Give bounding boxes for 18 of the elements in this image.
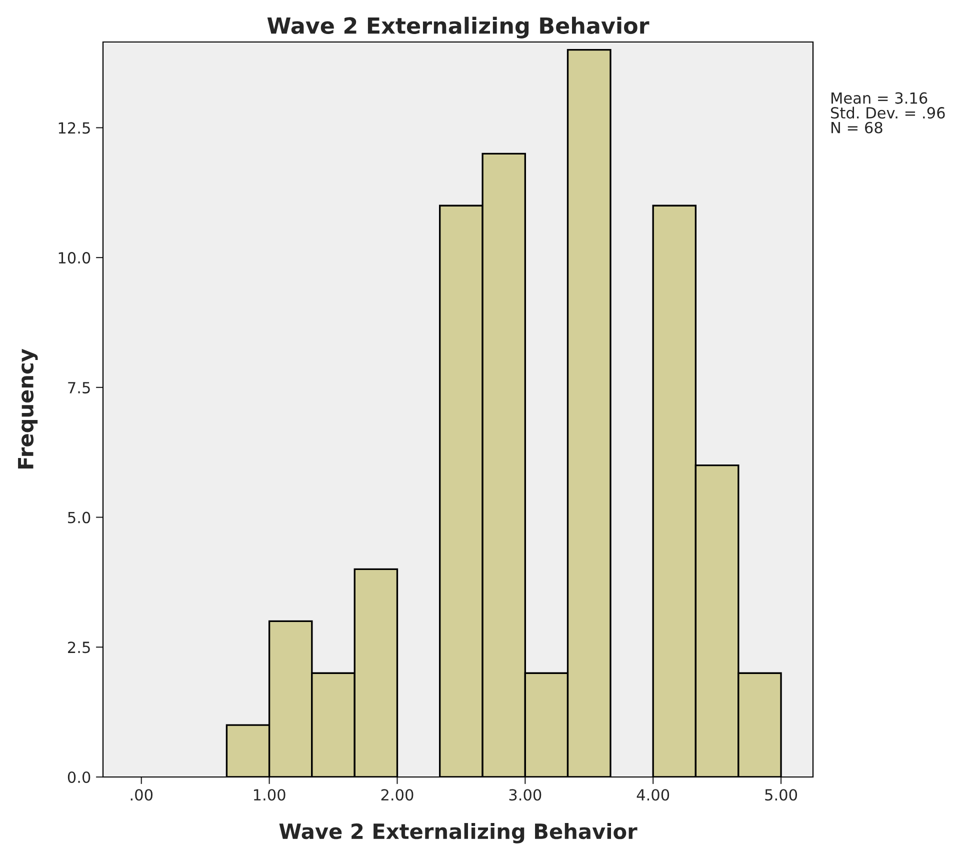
y-tick-label: 5.0 [68, 512, 90, 524]
text: Std. Dev. = .96 [831, 106, 945, 119]
x-tick-label: 4.00 [636, 789, 670, 801]
y-tick-label: 12.5 [58, 122, 90, 134]
y-axis-title: Frequency [18, 348, 38, 469]
x-tick-label: 5.00 [765, 789, 798, 801]
y-tick-label: 7.5 [68, 382, 90, 394]
y-tick-label: 2.5 [68, 642, 90, 654]
x-tick-label: 2.00 [381, 789, 414, 801]
y-tick-label: 10.0 [58, 252, 90, 264]
x-tick-label: 3.00 [509, 789, 542, 801]
text: Mean = 3.16 [832, 92, 928, 104]
x-axis-title: Wave 2 Externalizing Behavior [279, 823, 638, 844]
x-tick-label: 1.00 [254, 789, 286, 801]
chart-title: Wave 2 Externalizing Behavior [267, 16, 650, 38]
x-tick-label: .00 [130, 789, 153, 801]
y-tick-label: 0.0 [68, 771, 90, 784]
text: N = 68 [832, 122, 882, 134]
